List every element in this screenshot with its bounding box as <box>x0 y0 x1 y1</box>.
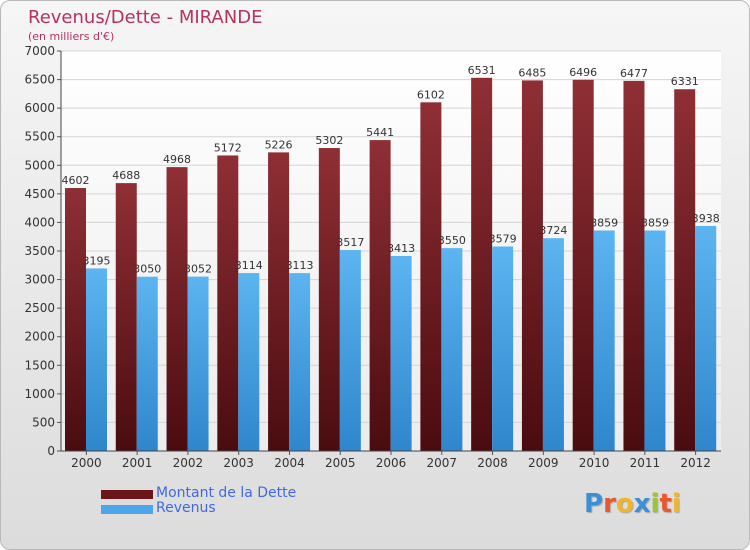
bar-dette <box>674 89 696 451</box>
bar-revenus <box>644 230 666 451</box>
x-tick-label: 2006 <box>376 456 407 470</box>
bar-revenus <box>441 248 463 451</box>
legend-swatch-debt <box>101 490 153 499</box>
data-label: 6531 <box>468 64 496 77</box>
proxiti-logo: Proxiti <box>584 489 681 519</box>
bar-revenus <box>542 238 564 451</box>
bar-revenus <box>86 268 107 451</box>
bar-dette <box>115 183 137 451</box>
axes: 0 500 1000 1500 2000 2500 3000 3500 4000 4500 5000… <box>24 44 721 470</box>
bar-revenus <box>339 250 361 451</box>
data-label: 6477 <box>620 67 648 80</box>
y-tick-label: 3500 <box>24 244 55 258</box>
bar-dette <box>471 77 493 452</box>
x-tick-label: 2000 <box>71 456 102 470</box>
x-tick-label: 2012 <box>680 456 711 470</box>
bars <box>65 77 717 452</box>
data-label: 3938 <box>692 212 720 225</box>
legend-label-revenus: Revenus <box>156 500 216 516</box>
legend-label-debt: Montant de la Dette <box>156 485 297 501</box>
x-tick-label: 2010 <box>579 456 610 470</box>
x-tick-label: 2001 <box>122 456 153 470</box>
logo-letter: i <box>671 489 681 519</box>
y-tick-label: 2500 <box>24 301 55 315</box>
x-tick-label: 2009 <box>528 456 559 470</box>
x-tick-label: 2011 <box>630 456 661 470</box>
y-tick-label: 1000 <box>24 387 55 401</box>
bar-revenus <box>492 246 514 451</box>
logo-letter: x <box>633 489 651 519</box>
bar-revenus <box>695 225 717 451</box>
bar-dette <box>318 148 340 451</box>
data-label: 3724 <box>539 224 567 237</box>
logo-letter: o <box>615 489 634 519</box>
x-tick-label: 2002 <box>173 456 204 470</box>
y-tick-label: 5000 <box>24 158 55 172</box>
data-label: 6102 <box>417 88 445 101</box>
y-tick-label: 6000 <box>24 101 55 115</box>
data-label: 3052 <box>184 263 212 276</box>
y-tick-label: 4500 <box>24 187 55 201</box>
logo-letter: r <box>603 489 616 519</box>
y-tick-label: 500 <box>32 415 55 429</box>
data-label: 3579 <box>489 232 517 245</box>
data-label: 4968 <box>163 153 191 166</box>
bar-dette <box>65 188 86 451</box>
y-tick-label: 7000 <box>24 44 55 58</box>
data-label: 5441 <box>366 126 394 139</box>
bar-dette <box>623 80 645 451</box>
data-label: 6496 <box>569 66 597 79</box>
bar-dette <box>166 167 188 451</box>
x-tick-label: 2004 <box>274 456 305 470</box>
data-labels: 4602 3195 4688 3050 4968 3052 5172 3114 5226 3113… <box>62 64 720 276</box>
x-tick-label: 2003 <box>223 456 254 470</box>
x-tick-label: 2005 <box>325 456 356 470</box>
data-label: 4602 <box>62 174 90 187</box>
bar-revenus <box>187 276 209 451</box>
data-label: 3195 <box>83 254 111 267</box>
bar-revenus <box>238 273 260 451</box>
bar-dette <box>217 155 239 451</box>
y-tick-label: 1500 <box>24 358 55 372</box>
data-label: 3114 <box>235 259 263 272</box>
logo-letter: t <box>659 489 672 519</box>
x-tick-label: 2008 <box>477 456 508 470</box>
y-tick-label: 0 <box>47 444 55 458</box>
bar-revenus <box>289 273 311 451</box>
y-tick-label: 4000 <box>24 215 55 229</box>
bar-revenus <box>593 230 615 451</box>
data-label: 3550 <box>438 234 466 247</box>
bar-revenus <box>136 276 158 451</box>
bar-revenus <box>390 255 412 451</box>
chart-title: Revenus/Dette - MIRANDE <box>28 7 263 28</box>
data-label: 3113 <box>286 259 314 272</box>
logo-letter: i <box>650 489 660 519</box>
logo-letter: P <box>584 489 604 519</box>
x-tick-label: 2007 <box>426 456 457 470</box>
data-label: 4688 <box>112 169 140 182</box>
legend-swatch-revenus <box>101 505 153 514</box>
data-label: 5172 <box>214 141 242 154</box>
bar-dette <box>369 140 391 452</box>
y-tick-label: 5500 <box>24 130 55 144</box>
data-label: 5226 <box>265 138 293 151</box>
bar-dette <box>268 152 290 451</box>
data-label: 3859 <box>641 216 669 229</box>
y-tick-label: 6500 <box>24 73 55 87</box>
data-label: 5302 <box>315 134 343 147</box>
chart-subtitle: (en milliers d'€) <box>28 30 115 43</box>
data-label: 6485 <box>518 66 546 79</box>
y-tick-label: 3000 <box>24 273 55 287</box>
bar-dette <box>572 79 594 452</box>
data-label: 3517 <box>336 236 364 249</box>
bar-dette <box>521 80 543 451</box>
bar-dette <box>420 102 442 452</box>
data-label: 3859 <box>590 216 618 229</box>
data-label: 6331 <box>671 75 699 88</box>
data-label: 3413 <box>387 242 415 255</box>
data-label: 3050 <box>133 263 161 276</box>
y-tick-label: 2000 <box>24 330 55 344</box>
